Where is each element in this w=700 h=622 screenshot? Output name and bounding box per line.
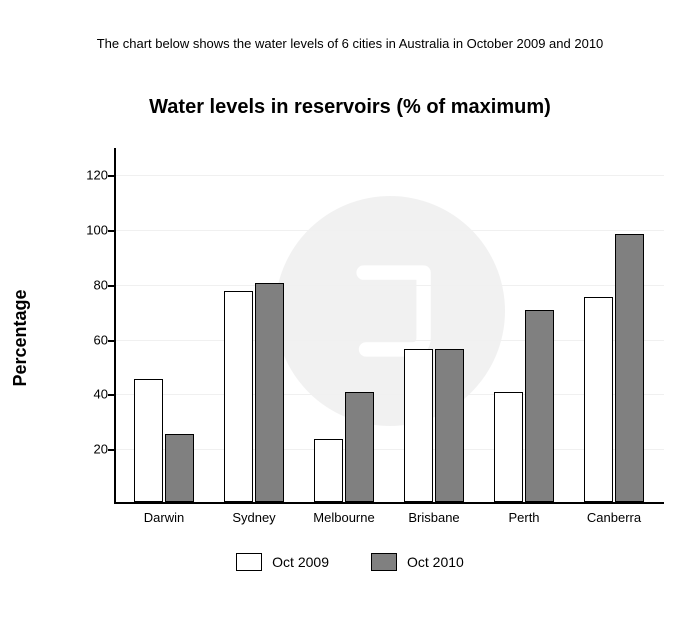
bar xyxy=(134,379,163,502)
y-tick-label: 100 xyxy=(72,223,108,238)
x-category-label: Canberra xyxy=(587,510,641,525)
bar-group xyxy=(224,148,284,502)
chart-title: Water levels in reservoirs (% of maximum… xyxy=(0,96,700,119)
y-tick-label: 60 xyxy=(72,332,108,347)
bar xyxy=(615,234,644,502)
bar xyxy=(255,283,284,502)
bar xyxy=(525,310,554,502)
legend-label-2010: Oct 2010 xyxy=(407,554,464,570)
legend-swatch-2009 xyxy=(236,553,262,571)
grid-line xyxy=(116,175,664,176)
bar xyxy=(165,434,194,502)
y-tick-mark xyxy=(108,285,116,287)
grid-line xyxy=(116,394,664,395)
bar-group xyxy=(314,148,374,502)
x-category-label: Darwin xyxy=(144,510,184,525)
bar-group xyxy=(584,148,644,502)
y-tick-mark xyxy=(108,175,116,177)
y-tick-label: 20 xyxy=(72,442,108,457)
legend-label-2009: Oct 2009 xyxy=(272,554,329,570)
bar xyxy=(584,297,613,502)
y-tick-label: 120 xyxy=(72,168,108,183)
y-tick-label: 80 xyxy=(72,277,108,292)
chart-area: 20 40 60 80 100 120 Darwin Sydney Melbourne Brisb… xyxy=(74,148,664,528)
bar xyxy=(435,349,464,502)
bar-group xyxy=(404,148,464,502)
y-tick-label: 40 xyxy=(72,387,108,402)
chart-description: The chart below shows the water levels o… xyxy=(0,36,700,51)
x-category-label: Brisbane xyxy=(408,510,459,525)
bar xyxy=(494,392,523,502)
grid-line xyxy=(116,340,664,341)
grid-line xyxy=(116,449,664,450)
legend: Oct 2009 Oct 2010 xyxy=(0,548,700,576)
legend-swatch-2010 xyxy=(371,553,397,571)
bar-group xyxy=(134,148,194,502)
y-tick-mark xyxy=(108,449,116,451)
plot-area: 20406080100120DarwinSydneyMelbourneBrisb… xyxy=(114,148,664,504)
y-tick-mark xyxy=(108,394,116,396)
bar xyxy=(404,349,433,502)
y-tick-mark xyxy=(108,340,116,342)
legend-item-2009: Oct 2009 xyxy=(236,553,329,571)
x-category-label: Melbourne xyxy=(313,510,374,525)
y-axis-label: Percentage xyxy=(10,148,31,528)
grid-line xyxy=(116,230,664,231)
grid-line xyxy=(116,285,664,286)
x-category-label: Perth xyxy=(508,510,539,525)
bar xyxy=(345,392,374,502)
legend-item-2010: Oct 2010 xyxy=(371,553,464,571)
bar-group xyxy=(494,148,554,502)
bar xyxy=(314,439,343,502)
x-category-label: Sydney xyxy=(232,510,275,525)
y-tick-mark xyxy=(108,230,116,232)
bar xyxy=(224,291,253,502)
page: The chart below shows the water levels o… xyxy=(0,0,700,622)
